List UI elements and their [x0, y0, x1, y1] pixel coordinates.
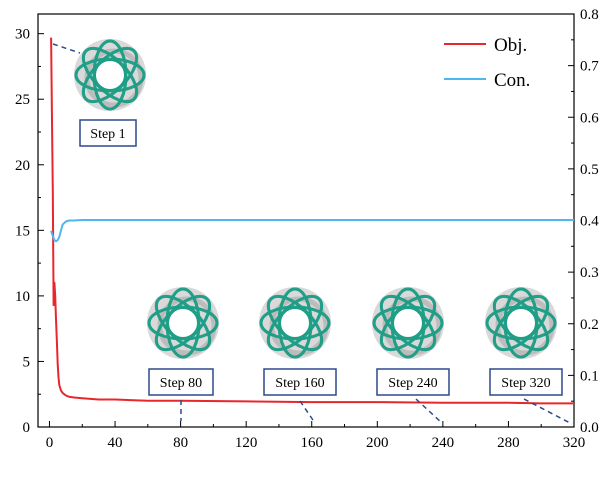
torus-structure-image — [147, 287, 219, 359]
step-leader-line — [415, 398, 444, 425]
x-tick-label: 160 — [300, 435, 323, 451]
torus-lattice-strut — [379, 294, 437, 352]
torus-hole — [279, 307, 311, 339]
y-right-tick-label: 0.5 — [580, 162, 599, 178]
y-right-tick-label: 0.0 — [580, 420, 599, 436]
y-right-tick-label: 0.6 — [580, 110, 599, 126]
torus-body — [259, 287, 331, 359]
y-right-tick-label: 0.2 — [580, 317, 599, 333]
torus-lattice-strut — [154, 294, 212, 352]
step-leader-line — [523, 398, 573, 425]
torus-lattice-strut — [492, 294, 550, 352]
series-layer — [50, 37, 574, 405]
torus-hole — [94, 59, 126, 91]
annotation-layer: Step 1 Step 80 Step 160 Step 240 Step 320 — [52, 39, 573, 425]
ticks-layer: 0 40 80 120 160 200 240 280 320 0 5 10 15 20 25 30 0.0 0.… — [15, 7, 599, 451]
x-tick-label: 120 — [235, 435, 258, 451]
y-right-tick-label: 0.8 — [580, 7, 599, 23]
x-tick-label: 240 — [432, 435, 455, 451]
torus-hole — [167, 307, 199, 339]
y-left-tick-label: 0 — [23, 420, 31, 436]
step-label: Step 160 — [275, 376, 324, 391]
step-annotation: Step 160 — [259, 287, 337, 424]
step-annotation: Step 240 — [372, 287, 450, 425]
y-left-tick-label: 10 — [15, 289, 30, 305]
x-tick-label: 40 — [108, 435, 123, 451]
legend-label-obj: Obj. — [494, 35, 527, 56]
torus-structure-image — [485, 287, 557, 359]
y-right-tick-label: 0.1 — [580, 368, 599, 384]
torus-structure-image — [74, 39, 146, 111]
step-annotation: Step 1 — [52, 39, 146, 147]
step-label: Step 80 — [160, 376, 202, 391]
y-right-tick-label: 0.4 — [580, 214, 599, 230]
torus-lattice-strut — [266, 294, 324, 352]
step-annotation: Step 80 — [147, 287, 219, 421]
y-left-tick-label: 20 — [15, 158, 30, 174]
x-tick-label: 0 — [46, 435, 54, 451]
torus-hole — [505, 307, 537, 339]
y-left-tick-label: 15 — [15, 223, 30, 239]
torus-structure-image — [259, 287, 331, 359]
step-label-box — [489, 368, 563, 396]
torus-lattice-strut — [379, 294, 437, 352]
x-tick-label: 280 — [497, 435, 520, 451]
step-label-box — [263, 368, 337, 396]
torus-body — [372, 287, 444, 359]
x-tick-label: 200 — [366, 435, 389, 451]
y-left-tick-label: 25 — [15, 92, 30, 108]
y-left-tick-label: 5 — [23, 354, 31, 370]
x-tick-label: 80 — [173, 435, 188, 451]
torus-body — [147, 287, 219, 359]
x-tick-label: 320 — [563, 435, 586, 451]
step-annotation: Step 320 — [485, 287, 573, 425]
torus-structure-image — [372, 287, 444, 359]
step-label: Step 240 — [388, 376, 437, 391]
step-label: Step 1 — [90, 127, 125, 142]
torus-body — [74, 39, 146, 111]
torus-lattice-strut — [154, 294, 212, 352]
step-label: Step 320 — [501, 376, 550, 391]
legend: Obj. Con. — [444, 35, 530, 91]
step-leader-line — [52, 43, 81, 54]
torus-lattice-strut — [266, 294, 324, 352]
series-line-obj — [50, 37, 574, 405]
torus-body — [485, 287, 557, 359]
torus-hole — [392, 307, 424, 339]
y-right-tick-label: 0.7 — [580, 59, 599, 75]
step-label-box — [148, 368, 214, 396]
series-line-con — [50, 219, 574, 243]
torus-lattice-strut — [492, 294, 550, 352]
y-right-tick-label: 0.3 — [580, 265, 599, 281]
step-label-box — [376, 368, 450, 396]
step-leader-line — [299, 400, 316, 424]
legend-label-con: Con. — [494, 70, 530, 91]
step-label-box — [79, 119, 137, 147]
y-left-tick-label: 30 — [15, 27, 30, 43]
